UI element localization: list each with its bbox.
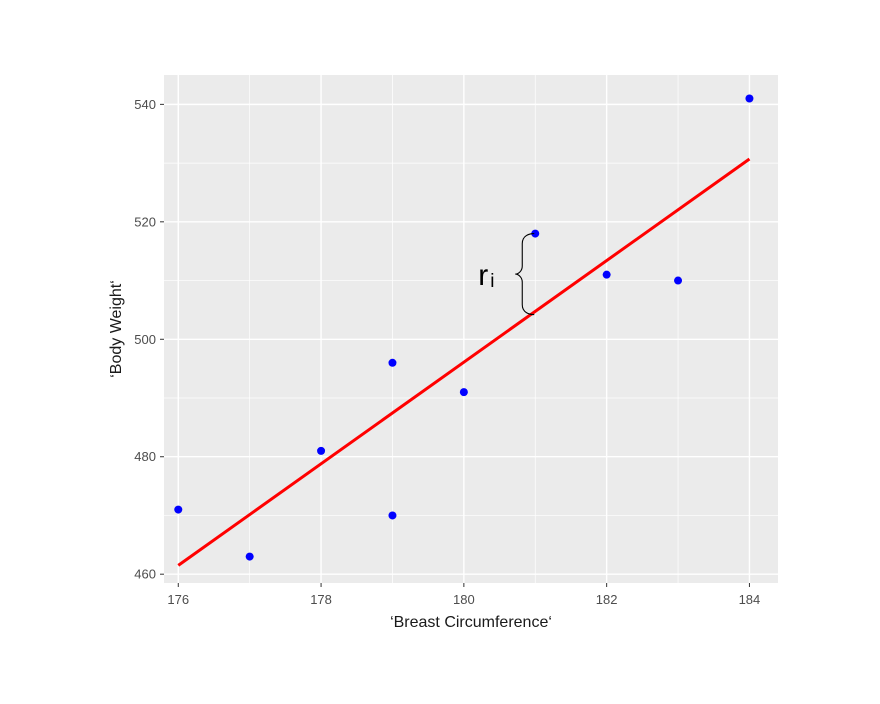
y-tick-label: 540 (134, 97, 156, 112)
data-point (602, 270, 611, 279)
fit-line-group (177, 157, 751, 567)
plot-panel (164, 75, 778, 583)
axis-ticks: 176 178 180 182 184 460 480 500 520 540 (134, 97, 760, 607)
y-tick-label: 480 (134, 449, 156, 464)
data-point (459, 388, 468, 397)
data-point (245, 552, 254, 561)
data-point (174, 505, 183, 514)
x-axis-title: ‘Breast Circumference‘ (390, 614, 552, 631)
grid-lines (164, 75, 778, 583)
data-point (388, 358, 397, 367)
data-points (174, 94, 754, 561)
y-tick-label: 460 (134, 567, 156, 582)
x-tick-label: 176 (167, 592, 189, 607)
regression-line (177, 157, 751, 567)
x-tick-label: 182 (596, 592, 618, 607)
residual-label-subscript: i (490, 271, 494, 292)
residual-label: r (478, 259, 488, 292)
data-point (745, 94, 754, 103)
x-tick-label: 178 (310, 592, 332, 607)
residual-brace (515, 233, 535, 316)
data-point (531, 229, 540, 238)
data-point (674, 276, 683, 285)
y-tick-label: 500 (134, 332, 156, 347)
y-tick-label: 520 (134, 214, 156, 229)
x-tick-label: 184 (739, 592, 761, 607)
data-point (388, 511, 397, 520)
y-axis-title: ‘Body Weight‘ (108, 280, 125, 378)
x-tick-label: 180 (453, 592, 475, 607)
data-point (317, 446, 326, 455)
